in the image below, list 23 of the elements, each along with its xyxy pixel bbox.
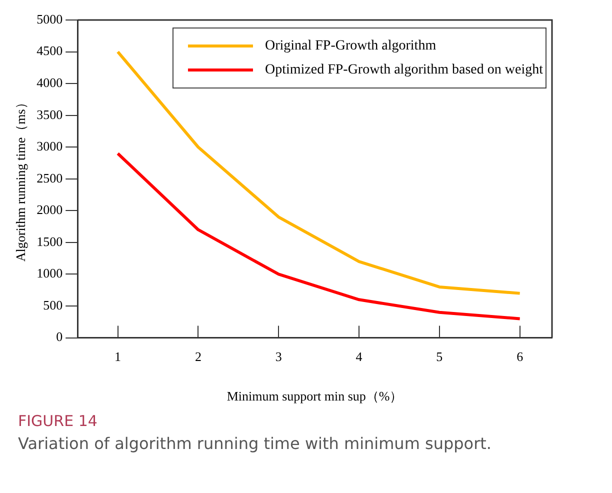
y-tick-label: 5000	[36, 11, 63, 26]
x-axis-title: Minimum support min sup（%）	[226, 388, 403, 404]
y-tick-label: 1000	[36, 266, 63, 281]
legend-label: Original FP-Growth algorithm	[264, 38, 436, 54]
x-tick-label: 1	[114, 349, 122, 364]
x-tick-label: 2	[194, 349, 202, 364]
y-tick-label: 3500	[36, 106, 63, 122]
y-tick-label: 4500	[36, 43, 63, 58]
y-axis-title: Algorithm running time（ms）	[13, 96, 28, 262]
y-tick-label: 2000	[36, 202, 63, 218]
x-tick-label: 4	[356, 349, 363, 364]
y-tick-label: 500	[43, 297, 63, 312]
x-tick-label: 6	[516, 349, 524, 364]
x-tick-label: 5	[436, 349, 443, 364]
legend-label: Optimized FP-Growth algorithm based on weight	[264, 62, 544, 78]
caption: FIGURE 14	[18, 412, 98, 430]
x-tick-label: 3	[275, 349, 282, 364]
y-tick-label: 3000	[36, 138, 63, 154]
y-tick-label: 1500	[36, 234, 63, 249]
y-tick-label: 0	[56, 329, 63, 344]
text: Variation of algorithm running time with minimum support.	[18, 434, 492, 453]
y-tick-label: 2500	[36, 170, 63, 186]
y-tick-label: 4000	[36, 74, 63, 90]
